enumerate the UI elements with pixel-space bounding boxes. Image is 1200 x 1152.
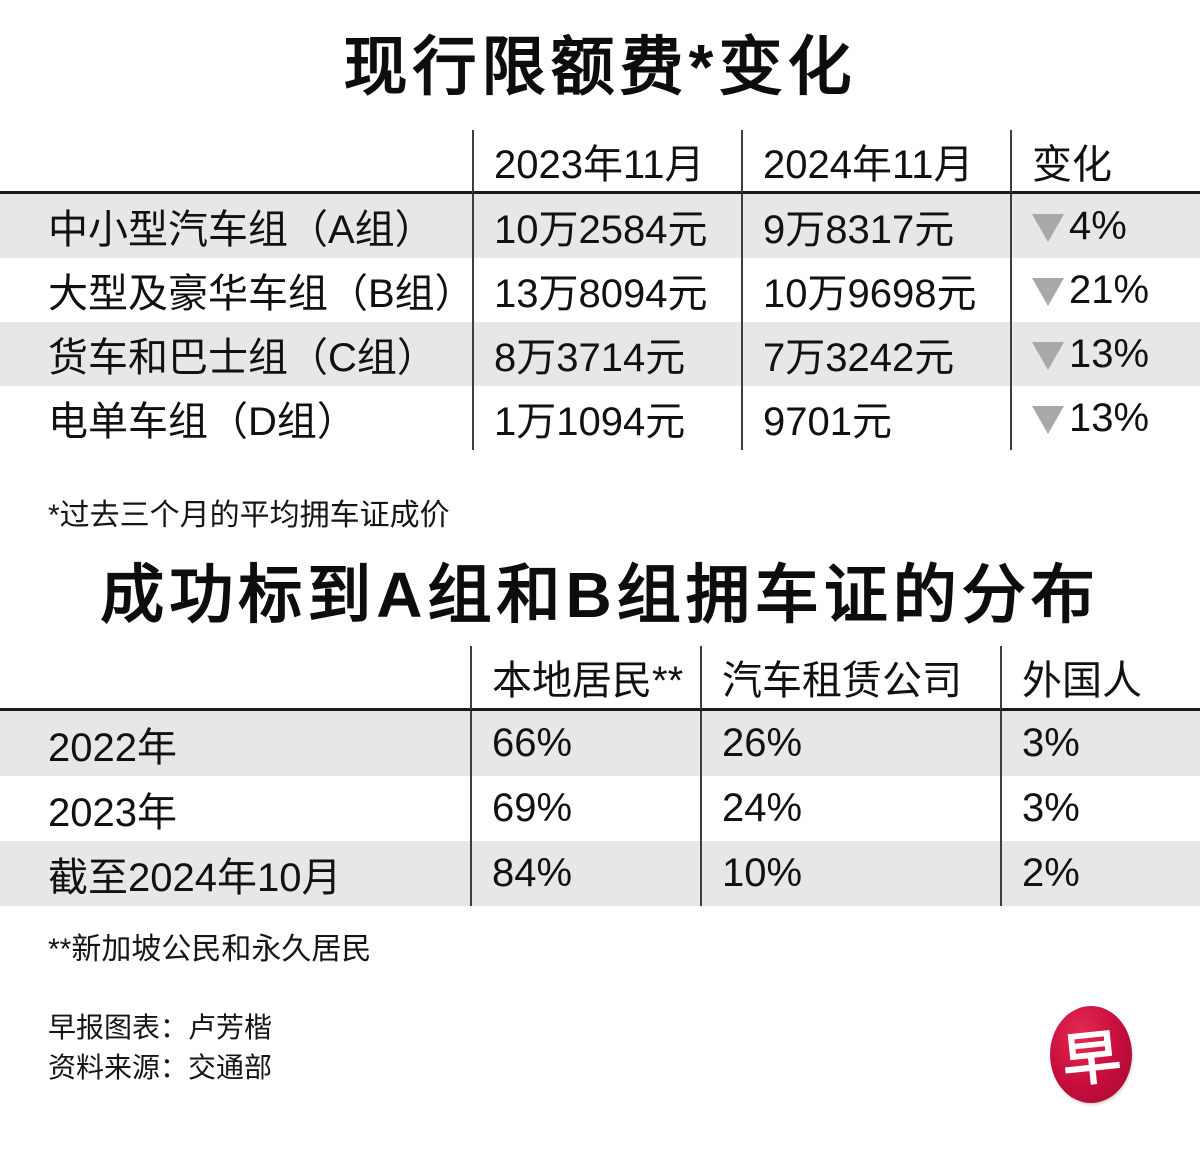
table1-row-c-change-value: 13% bbox=[1069, 331, 1150, 376]
table1-row-d-nov2023: 1万1094元 bbox=[472, 386, 741, 451]
table1-row-d-change-value: 13% bbox=[1069, 395, 1150, 440]
table1-row-a-label: 中小型汽车组（A组） bbox=[0, 194, 472, 259]
table2-footnote: **新加坡公民和永久居民 bbox=[48, 933, 372, 967]
table2-title: 成功标到A组和B组拥车证的分布 bbox=[100, 559, 1100, 632]
table1-row-d-nov2024: 9701元 bbox=[741, 386, 1010, 451]
table2-row-2023-rental: 24% bbox=[700, 776, 1000, 842]
credits-block: 早报图表：卢芳楷 资料来源：交通部 bbox=[0, 1008, 1200, 1088]
table1-footnote: *过去三个月的平均拥车证成价 bbox=[48, 499, 450, 533]
table1-row-b-nov2024: 10万9698元 bbox=[741, 258, 1010, 323]
table2-row-2024-label: 截至2024年10月 bbox=[0, 841, 470, 907]
table2-row-2022-rental: 26% bbox=[700, 711, 1000, 777]
table2-row-2022-label: 2022年 bbox=[0, 711, 470, 777]
table2-row-2023-foreigners: 3% bbox=[1000, 776, 1200, 842]
table1-row-b-label: 大型及豪华车组（B组） bbox=[48, 272, 472, 317]
table1-header-empty bbox=[0, 130, 472, 195]
table2-row-2023-label: 2023年 bbox=[48, 790, 177, 835]
table1-row-d-change: 13% bbox=[1010, 386, 1200, 451]
table1-header-change: 变化 bbox=[1010, 130, 1200, 195]
source-credit: 资料来源：交通部 bbox=[48, 1052, 273, 1084]
table2-row-2024-rental: 10% bbox=[700, 841, 1000, 907]
down-triangle-icon bbox=[1032, 214, 1064, 243]
table2-row-2022-local: 66% bbox=[470, 711, 700, 777]
table1-row-d-label: 电单车组（D组） bbox=[48, 400, 357, 445]
table2-row-2023-local: 69% bbox=[470, 776, 700, 842]
table1-row-b-change: 21% bbox=[1010, 258, 1200, 323]
table2-header-foreigners: 外国人 bbox=[1000, 646, 1200, 712]
down-triangle-icon bbox=[1032, 406, 1064, 435]
table1-row-c-label: 货车和巴士组（C组） bbox=[0, 322, 472, 387]
table1-row-a-change: 4% bbox=[1010, 194, 1200, 259]
zaobao-logo-glyph: 早 bbox=[1059, 1021, 1124, 1096]
table1-row-b-nov2023: 13万8094元 bbox=[472, 258, 741, 323]
zaobao-logo: 早 bbox=[1050, 1006, 1132, 1103]
table1-row-c-nov2023: 8万3714元 bbox=[472, 322, 741, 387]
table2-row-2022-foreigners: 3% bbox=[1000, 711, 1200, 777]
down-triangle-icon bbox=[1032, 342, 1064, 371]
table2-row-2024-local: 84% bbox=[470, 841, 700, 907]
coe-premium-table: 2023年11月 2024年11月 变化 中小型汽车组（A组） 10万2584元… bbox=[0, 130, 1200, 451]
table1-row-c-nov2024: 7万3242元 bbox=[741, 322, 1010, 387]
table1-header-nov2024: 2024年11月 bbox=[741, 130, 1010, 195]
coe-distribution-table: 本地居民** 汽车租赁公司 外国人 2022年 66% 26% 3% 2023年… bbox=[0, 646, 1200, 907]
table1-row-a-nov2024: 9万8317元 bbox=[741, 194, 1010, 259]
table1-row-c-change: 13% bbox=[1010, 322, 1200, 387]
table1-header-nov2023: 2023年11月 bbox=[472, 130, 741, 195]
table2-header-rental-companies: 汽车租赁公司 bbox=[700, 646, 1000, 712]
table2-row-2024-foreigners: 2% bbox=[1000, 841, 1200, 907]
table2-header-empty bbox=[0, 646, 470, 712]
table1-row-a-nov2023: 10万2584元 bbox=[472, 194, 741, 259]
chart-credit: 早报图表：卢芳楷 bbox=[48, 1012, 273, 1044]
table1-title: 现行限额费*变化 bbox=[343, 31, 857, 103]
table1-row-a-change-value: 4% bbox=[1069, 203, 1127, 248]
down-triangle-icon bbox=[1032, 278, 1064, 307]
table1-row-b-change-value: 21% bbox=[1069, 267, 1150, 312]
table2-header-local-residents: 本地居民** bbox=[470, 646, 700, 712]
